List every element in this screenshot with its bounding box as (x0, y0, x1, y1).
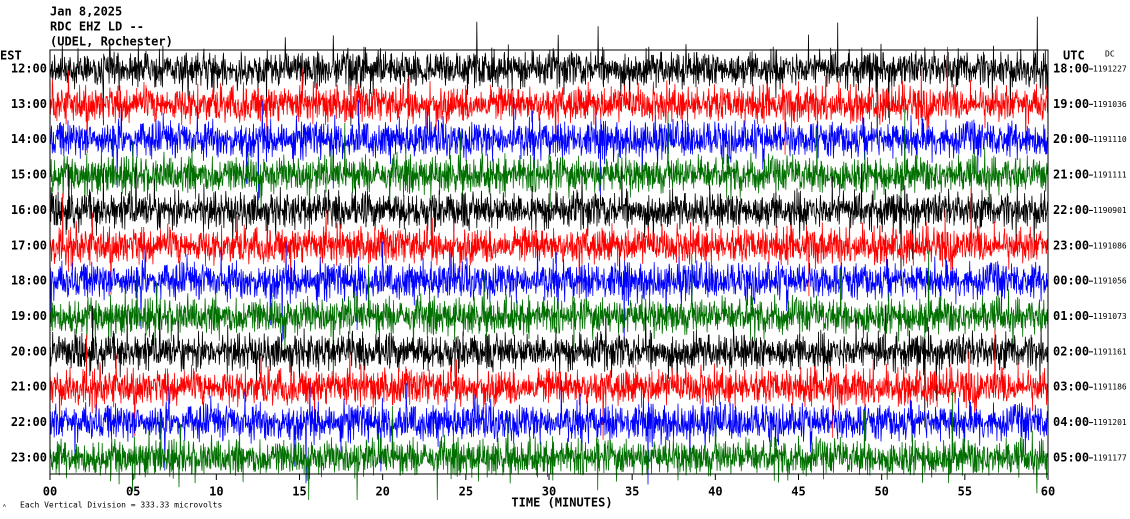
trace (49, 109, 1049, 243)
trace (49, 163, 1049, 287)
scale-icon: ᴬ (2, 503, 7, 512)
dc-value: 1191111 (1093, 171, 1127, 180)
dc-value: 1191201 (1093, 418, 1127, 427)
dc-value: 1191073 (1093, 312, 1127, 321)
est-time-label: 15:00 (11, 168, 47, 182)
trace (49, 188, 1049, 299)
date-title: Jan 8,2025 (50, 5, 122, 19)
x-tick-label: 50 (874, 485, 888, 499)
utc-label: UTC (1063, 49, 1085, 63)
utc-time-label: 18:00 (1053, 62, 1089, 76)
x-tick-label: 45 (791, 485, 805, 499)
est-time-label: 18:00 (11, 274, 47, 288)
utc-time-label: 20:00 (1053, 132, 1089, 146)
utc-time-label: 02:00 (1053, 344, 1089, 358)
dc-value: 1191056 (1093, 277, 1127, 286)
est-time-label: 13:00 (11, 97, 47, 111)
channel: RDC EHZ LD -- (50, 20, 144, 34)
trace (49, 392, 1049, 501)
est-time-label: 22:00 (11, 415, 47, 429)
dc-label: DC (1105, 50, 1115, 59)
dc-value: 1191161 (1093, 347, 1127, 356)
est-time-label: 14:00 (11, 132, 47, 146)
est-time-label: 21:00 (11, 380, 47, 394)
x-tick-label: 25 (459, 485, 473, 499)
x-tick-label: 55 (958, 485, 972, 499)
est-time-label: 17:00 (11, 238, 47, 252)
est-time-label: 16:00 (11, 203, 47, 217)
utc-time-label: 03:00 (1053, 380, 1089, 394)
x-tick-label: 00 (43, 485, 57, 499)
x-tick-label: 60 (1041, 485, 1055, 499)
trace (49, 250, 1049, 384)
trace (49, 305, 1049, 428)
utc-time-label: 00:00 (1053, 274, 1089, 288)
est-time-label: 23:00 (11, 450, 47, 464)
trace (49, 96, 1049, 202)
utc-time-label: 23:00 (1053, 238, 1089, 252)
dc-value: 1191227 (1093, 65, 1127, 74)
x-tick-label: 20 (375, 485, 389, 499)
traces (49, 16, 1049, 501)
x-tick-label: 40 (708, 485, 722, 499)
dc-value: 1191086 (1093, 241, 1127, 250)
dc-value: 1190901 (1093, 206, 1127, 215)
utc-time-label: 04:00 (1053, 415, 1089, 429)
trace (49, 46, 1049, 157)
utc-time-label: 21:00 (1053, 168, 1089, 182)
x-tick-label: 30 (542, 485, 556, 499)
est-label: EST (0, 49, 22, 63)
utc-time-label: 01:00 (1053, 309, 1089, 323)
dc-value: 1191110 (1093, 135, 1127, 144)
utc-time-label: 05:00 (1053, 450, 1089, 464)
dc-value: 1191036 (1093, 100, 1127, 109)
x-tick-label: 15 (292, 485, 306, 499)
est-time-label: 12:00 (11, 62, 47, 76)
x-tick-label: 05 (126, 485, 140, 499)
est-time-label: 19:00 (11, 309, 47, 323)
est-time-label: 20:00 (11, 344, 47, 358)
trace (49, 329, 1049, 440)
dc-value: 1191177 (1093, 453, 1127, 462)
x-tick-label: 10 (209, 485, 223, 499)
trace (49, 238, 1049, 344)
station: (UDEL, Rochester) (50, 35, 173, 49)
x-axis-title: TIME (MINUTES) (511, 496, 612, 510)
utc-time-label: 19:00 (1053, 97, 1089, 111)
utc-time-label: 22:00 (1053, 203, 1089, 217)
x-tick-label: 35 (625, 485, 639, 499)
trace (49, 379, 1049, 485)
dc-value: 1191186 (1093, 383, 1127, 392)
scale-note: Each Vertical Division = 333.33 microvol… (20, 501, 222, 510)
trace (49, 16, 1049, 145)
